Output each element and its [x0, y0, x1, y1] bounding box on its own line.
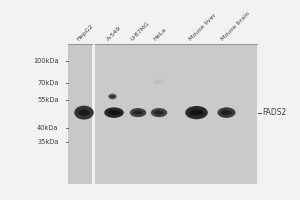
Ellipse shape	[154, 111, 164, 115]
Ellipse shape	[108, 110, 120, 115]
Ellipse shape	[153, 79, 165, 84]
Ellipse shape	[190, 110, 203, 116]
Ellipse shape	[78, 109, 90, 116]
Ellipse shape	[221, 110, 232, 115]
Text: FADS2: FADS2	[262, 108, 287, 117]
Ellipse shape	[110, 95, 115, 98]
Text: 40kDa: 40kDa	[37, 125, 58, 131]
Ellipse shape	[130, 108, 146, 117]
Text: HeLa: HeLa	[152, 27, 167, 42]
Text: Mouse brain: Mouse brain	[220, 11, 251, 42]
Text: 35kDa: 35kDa	[37, 139, 58, 145]
Ellipse shape	[104, 107, 124, 118]
Bar	[68, 44, 92, 184]
Bar	[94, 44, 256, 184]
Text: U-87MG: U-87MG	[130, 21, 151, 42]
Text: Mouse liver: Mouse liver	[188, 13, 218, 42]
Ellipse shape	[108, 94, 117, 99]
Ellipse shape	[133, 111, 143, 115]
Ellipse shape	[185, 106, 208, 119]
Text: HepG2: HepG2	[76, 23, 95, 42]
Text: 55kDa: 55kDa	[37, 97, 58, 103]
Text: 100kDa: 100kDa	[33, 58, 58, 64]
Ellipse shape	[74, 106, 94, 120]
Text: 70kDa: 70kDa	[37, 80, 58, 86]
Ellipse shape	[151, 108, 167, 117]
Ellipse shape	[218, 107, 236, 118]
Text: A-549: A-549	[106, 26, 122, 42]
